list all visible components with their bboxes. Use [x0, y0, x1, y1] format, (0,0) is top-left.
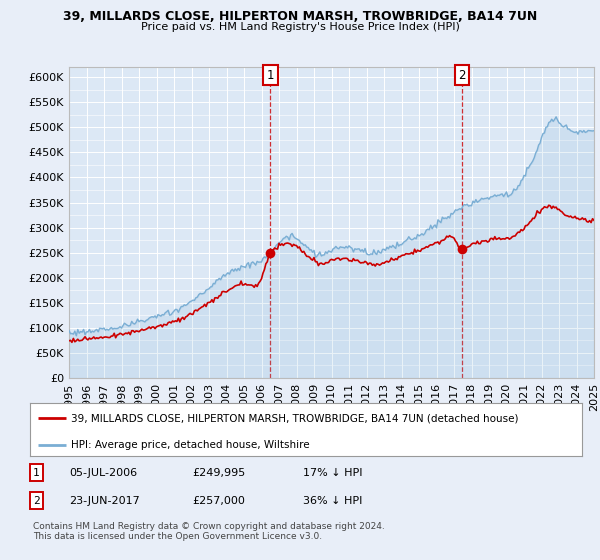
- Text: 2: 2: [458, 69, 466, 82]
- Text: Contains HM Land Registry data © Crown copyright and database right 2024.
This d: Contains HM Land Registry data © Crown c…: [33, 522, 385, 542]
- Text: Price paid vs. HM Land Registry's House Price Index (HPI): Price paid vs. HM Land Registry's House …: [140, 22, 460, 32]
- Text: HPI: Average price, detached house, Wiltshire: HPI: Average price, detached house, Wilt…: [71, 440, 310, 450]
- Text: 39, MILLARDS CLOSE, HILPERTON MARSH, TROWBRIDGE, BA14 7UN (detached house): 39, MILLARDS CLOSE, HILPERTON MARSH, TRO…: [71, 413, 519, 423]
- Text: £257,000: £257,000: [192, 496, 245, 506]
- Text: 23-JUN-2017: 23-JUN-2017: [69, 496, 140, 506]
- Text: 1: 1: [33, 468, 40, 478]
- Text: 17% ↓ HPI: 17% ↓ HPI: [303, 468, 362, 478]
- Text: 05-JUL-2006: 05-JUL-2006: [69, 468, 137, 478]
- Text: 39, MILLARDS CLOSE, HILPERTON MARSH, TROWBRIDGE, BA14 7UN: 39, MILLARDS CLOSE, HILPERTON MARSH, TRO…: [63, 10, 537, 23]
- Text: £249,995: £249,995: [192, 468, 245, 478]
- Text: 2: 2: [33, 496, 40, 506]
- Text: 36% ↓ HPI: 36% ↓ HPI: [303, 496, 362, 506]
- Text: 1: 1: [266, 69, 274, 82]
